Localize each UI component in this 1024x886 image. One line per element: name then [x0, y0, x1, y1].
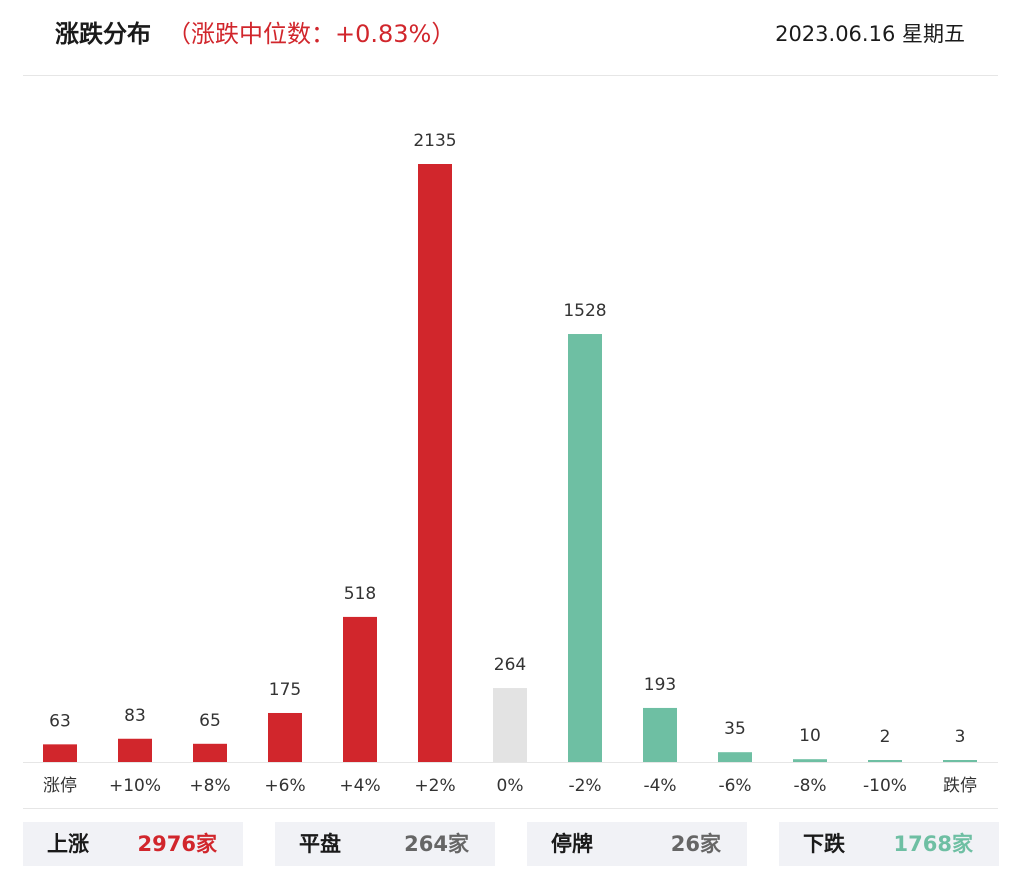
- summary-up-count: 2976家: [137, 832, 217, 856]
- bar-8: [643, 707, 677, 762]
- category-label-9: -6%: [718, 776, 751, 796]
- trading-date: 2023.06.16 星期五: [775, 22, 965, 46]
- distribution-bar-chart: 63 涨停 83 +10% 65 +8% 175 +6% 518 +4% 2135 +2% 264 0% 1…: [23, 131, 998, 809]
- bar-value-label-5: 2135: [413, 131, 456, 151]
- chart-header: 涨跌分布 （涨跌中位数：+0.83%） 2023.06.16 星期五: [55, 14, 975, 54]
- category-label-6: 0%: [497, 776, 524, 796]
- category-label-3: +6%: [264, 776, 305, 796]
- bar-12: [943, 760, 977, 762]
- bar-value-label-10: 10: [799, 726, 821, 746]
- category-label-0: 涨停: [43, 776, 77, 796]
- bar-10: [793, 759, 827, 762]
- bar-value-label-4: 518: [344, 584, 376, 604]
- summary-up: 上涨 2976家: [23, 822, 243, 866]
- bar-value-label-11: 2: [880, 727, 891, 747]
- bar-value-label-6: 264: [494, 655, 526, 675]
- category-label-2: +8%: [189, 776, 230, 796]
- summary-flat-label: 平盘: [299, 832, 341, 856]
- bar-11: [868, 760, 902, 762]
- bar-5: [418, 164, 452, 762]
- bar-value-label-2: 65: [199, 711, 221, 731]
- bar-value-label-3: 175: [269, 680, 301, 700]
- bar-value-label-7: 1528: [563, 301, 606, 321]
- summary-suspended-count: 26家: [670, 832, 721, 856]
- summary-down-count: 1768家: [893, 832, 973, 856]
- category-label-7: -2%: [568, 776, 601, 796]
- category-label-8: -4%: [643, 776, 676, 796]
- summary-down-label: 下跌: [803, 832, 845, 856]
- bar-3: [268, 712, 302, 762]
- bar-9: [718, 752, 752, 762]
- median-change-text: （涨跌中位数：+0.83%）: [167, 20, 456, 48]
- summary-flat: 平盘 264家: [275, 822, 495, 866]
- bar-4: [343, 616, 377, 762]
- category-label-12: 跌停: [943, 776, 977, 796]
- chart-title: 涨跌分布: [55, 20, 151, 48]
- bar-value-label-0: 63: [49, 711, 71, 731]
- summary-suspended-label: 停牌: [551, 832, 593, 856]
- category-label-10: -8%: [793, 776, 826, 796]
- bar-1: [118, 738, 152, 762]
- bar-value-label-12: 3: [955, 727, 966, 747]
- header-divider: [23, 75, 998, 76]
- bar-value-label-8: 193: [644, 675, 676, 695]
- bar-2: [193, 743, 227, 762]
- category-label-1: +10%: [109, 776, 161, 796]
- summary-up-label: 上涨: [47, 832, 89, 856]
- category-label-4: +4%: [339, 776, 380, 796]
- category-label-5: +2%: [414, 776, 455, 796]
- summary-suspended: 停牌 26家: [527, 822, 747, 866]
- bar-value-label-1: 83: [124, 706, 146, 726]
- bar-7: [568, 334, 602, 762]
- bar-0: [43, 744, 77, 762]
- bar-value-label-9: 35: [724, 719, 746, 739]
- summary-flat-count: 264家: [404, 832, 469, 856]
- bar-6: [493, 688, 527, 762]
- summary-down: 下跌 1768家: [779, 822, 999, 866]
- category-label-11: -10%: [863, 776, 907, 796]
